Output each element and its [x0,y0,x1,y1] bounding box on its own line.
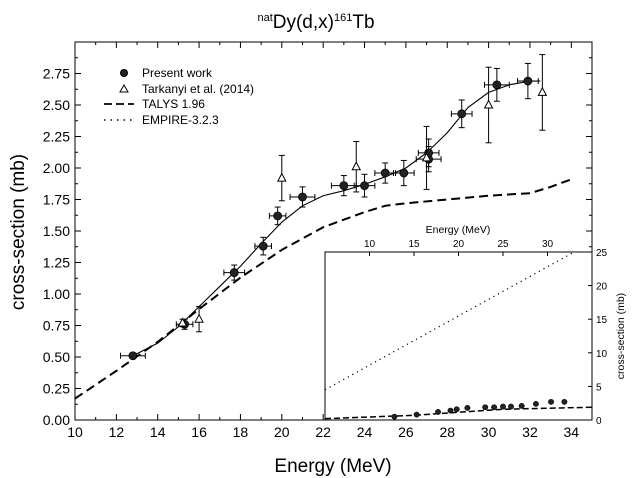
tarkanyi-point [537,86,548,96]
inset-data-point [464,405,471,411]
title-pre: nat [257,12,272,24]
present-work-point [523,76,533,86]
present-work-point [273,211,283,221]
inset-y-tick-label: 15 [596,315,608,326]
series-layer [74,54,572,400]
x-axis-ticks: 10 12 14 16 18 20 22 24 26 28 30 32 34 [67,42,579,440]
legend-label: Tarkanyi et al. (2014) [142,82,254,96]
present-work-point [360,181,369,191]
inset-data-point [518,402,525,409]
x-tick-label: 18 [233,424,249,440]
inset-y-tick-label: 10 [596,349,608,360]
y-axis-title: cross-section (mb) [8,154,29,310]
tarkanyi-point [351,161,362,171]
present-work-point [457,109,467,119]
inset-ticks: 10 15 20 25 30 0 5 10 15 20 25 [364,239,608,427]
y-tick-label: 2.25 [43,129,70,145]
inset-data-point [482,404,489,411]
x-tick-label: 10 [67,424,83,440]
present-work-point [298,192,307,202]
inset-x-title: Energy (MeV) [426,224,491,236]
x-tick-label: 28 [439,424,455,440]
chart-title: natDy(d,x)161Tb [257,12,374,33]
inset-x-tick-label: 15 [408,239,420,250]
inset-x-tick-label: 30 [542,239,554,250]
legend-label: Present work [142,66,213,80]
y-tick-label: 0.00 [43,412,70,428]
inset-data-point [548,398,554,405]
inset-series [324,251,593,420]
inset-x-tick-label: 20 [453,239,465,250]
title-post: Tb [352,12,374,33]
y-tick-label: 2.00 [43,160,70,176]
inset-y-tick-label: 0 [596,416,602,427]
present-work-point [258,241,268,251]
y-axis-ticks: 0.00 0.25 0.50 0.75 1.00 1.25 1.50 1.75 2.00 2.25… [43,57,592,428]
x-tick-label: 22 [315,424,331,440]
x-tick-label: 30 [481,424,497,440]
inset-y-tick-label: 20 [596,282,608,293]
y-tick-label: 1.75 [43,192,70,208]
x-axis-title: Energy (MeV) [274,456,391,477]
talys-line [74,178,572,400]
inset-data-point [508,403,514,410]
tarkanyi-point [194,313,204,323]
inset-data-point [491,404,497,411]
inset-empire-line [324,251,575,391]
inset-data-point [447,407,454,414]
x-tick-label: 16 [191,424,207,440]
inset-frame [324,251,593,421]
present-work-point [339,181,349,191]
inset-data-point [533,400,539,407]
present-work-point [492,80,502,90]
inset-data-point [391,413,398,420]
present-work-point [128,351,138,361]
inset-y-tick-label: 25 [596,248,608,259]
x-tick-label: 20 [274,424,290,440]
y-tick-label: 1.50 [43,223,70,239]
tarkanyi-point [483,99,494,109]
inset-plot: Energy (MeV) cross-section (mb) 10 15 20 25… [324,224,627,427]
legend-marker-open-triangle [119,83,129,93]
present-work-point [399,168,409,178]
title-sup: 161 [334,12,352,24]
legend-marker-filled-circle [120,69,128,77]
title-main: Dy(d,x) [273,12,334,33]
x-tick-label: 24 [357,424,373,440]
legend-label: TALYS 1.96 [142,97,205,111]
y-tick-label: 1.00 [43,286,70,302]
present-work-point [229,268,239,277]
legend-entry-talys: TALYS 1.96 [104,97,205,111]
y-tick-label: 2.75 [43,66,70,82]
inset-data-point [413,411,420,418]
legend-label: EMPIRE-3.2.3 [142,113,219,127]
legend-entry-tarkanyi: Tarkanyi et al. (2014) [119,82,254,96]
legend: Present work Tarkanyi et al. (2014) TALY… [104,66,254,127]
inset-y-title: cross-section (mb) [615,293,627,379]
inset-y-tick-label: 5 [596,382,602,393]
y-tick-label: 0.25 [43,381,70,397]
x-tick-label: 26 [398,424,414,440]
inset-data-point [453,406,460,413]
inset-x-tick-label: 10 [364,239,376,250]
inset-data-point [561,398,568,405]
present-work-point [380,168,390,178]
x-tick-label: 14 [150,424,166,440]
legend-entry-empire: EMPIRE-3.2.3 [104,113,219,127]
y-tick-label: 1.25 [43,255,70,271]
inset-x-tick-label: 25 [497,239,509,250]
y-tick-label: 2.50 [43,97,70,113]
x-tick-label: 34 [564,424,580,440]
tarkanyi-point [421,152,432,162]
x-tick-label: 32 [522,424,538,440]
x-tick-label: 12 [109,424,125,440]
inset-data-point [435,409,441,415]
tarkanyi-point [276,172,287,182]
tarkanyi-point [177,317,188,327]
y-tick-label: 0.50 [43,349,70,365]
legend-entry-present-work: Present work [120,66,213,80]
inset-data-point [500,403,506,410]
y-tick-label: 0.75 [43,318,70,334]
